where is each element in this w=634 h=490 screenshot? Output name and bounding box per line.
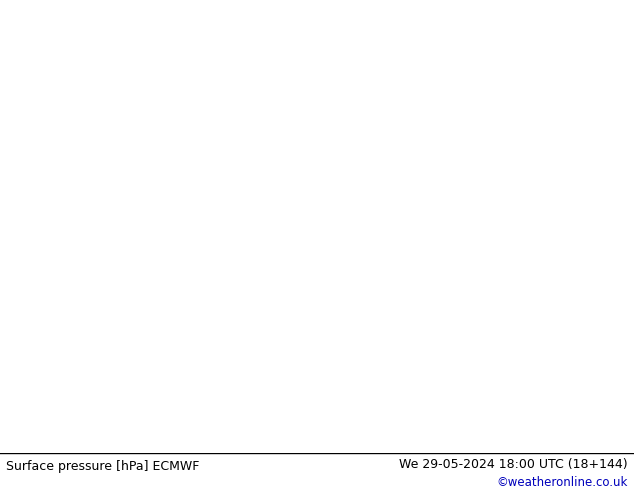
Text: Surface pressure [hPa] ECMWF: Surface pressure [hPa] ECMWF <box>6 460 200 473</box>
Text: We 29-05-2024 18:00 UTC (18+144): We 29-05-2024 18:00 UTC (18+144) <box>399 458 628 471</box>
Text: ©weatheronline.co.uk: ©weatheronline.co.uk <box>496 476 628 489</box>
